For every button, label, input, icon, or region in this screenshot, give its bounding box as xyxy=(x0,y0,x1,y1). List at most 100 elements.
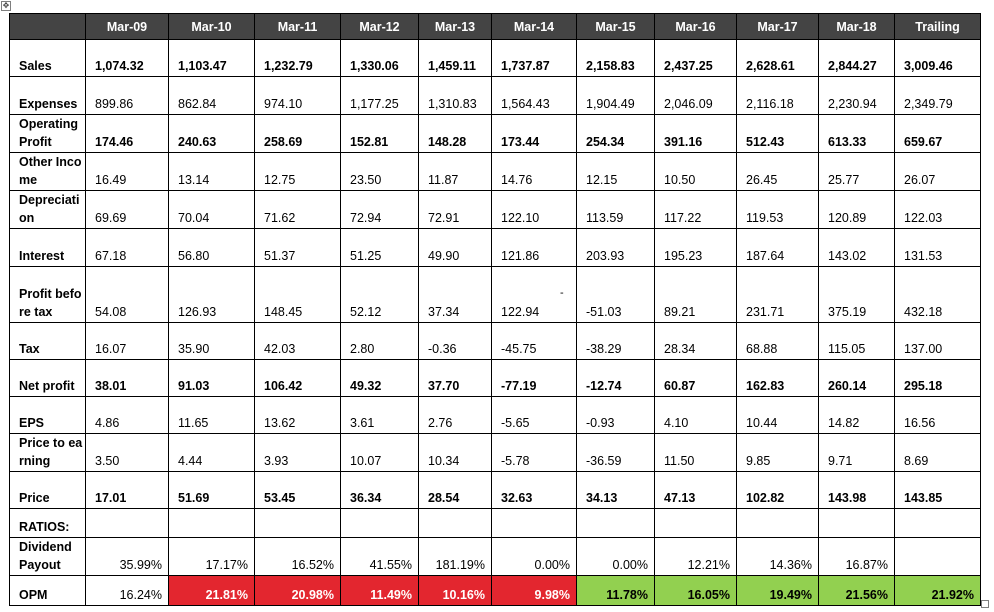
table-cell[interactable]: 68.88 xyxy=(736,322,819,360)
table-cell[interactable]: 174.46 xyxy=(85,114,169,153)
table-cell[interactable]: 432.18 xyxy=(894,266,981,323)
table-cell[interactable]: 16.56 xyxy=(894,396,981,434)
table-cell[interactable]: 1,310.83 xyxy=(418,76,492,115)
table-cell[interactable]: 121.86 xyxy=(491,228,577,267)
row-label[interactable]: Expenses xyxy=(9,76,86,115)
table-cell[interactable]: 49.32 xyxy=(340,359,419,397)
table-cell[interactable]: 2,046.09 xyxy=(654,76,737,115)
table-cell[interactable]: 16.07 xyxy=(85,322,169,360)
table-cell[interactable]: 89.21 xyxy=(654,266,737,323)
table-cell[interactable]: 60.87 xyxy=(654,359,737,397)
table-cell[interactable]: 28.34 xyxy=(654,322,737,360)
table-cell[interactable]: -12.74 xyxy=(576,359,655,397)
table-cell[interactable] xyxy=(576,508,655,538)
table-cell[interactable]: 38.01 xyxy=(85,359,169,397)
table-cell[interactable]: 106.42 xyxy=(254,359,341,397)
row-label[interactable]: Other Income xyxy=(9,152,86,191)
table-cell[interactable]: 37.70 xyxy=(418,359,492,397)
row-label[interactable]: Profit before tax xyxy=(9,266,86,323)
table-cell[interactable]: 10.34 xyxy=(418,433,492,472)
table-cell[interactable]: 2,844.27 xyxy=(818,39,895,77)
table-cell[interactable]: 17.17% xyxy=(168,537,255,576)
table-move-handle[interactable]: ✥ xyxy=(1,1,11,11)
table-cell[interactable]: 131.53 xyxy=(894,228,981,267)
table-cell[interactable]: 12.15 xyxy=(576,152,655,191)
table-cell[interactable]: 148.45 xyxy=(254,266,341,323)
table-cell[interactable]: 1,103.47 xyxy=(168,39,255,77)
table-cell[interactable]: 51.25 xyxy=(340,228,419,267)
table-cell[interactable]: 260.14 xyxy=(818,359,895,397)
table-cell[interactable]: -77.19 xyxy=(491,359,577,397)
table-cell[interactable]: 2.80 xyxy=(340,322,419,360)
col-header[interactable]: Mar-14 xyxy=(491,13,577,40)
table-cell[interactable]: 10.50 xyxy=(654,152,737,191)
table-cell[interactable]: 54.08 xyxy=(85,266,169,323)
col-header[interactable]: Mar-12 xyxy=(340,13,419,40)
table-cell[interactable] xyxy=(254,508,341,538)
table-cell[interactable]: 21.92% xyxy=(894,575,981,606)
table-cell[interactable]: 4.10 xyxy=(654,396,737,434)
table-cell[interactable]: 4.86 xyxy=(85,396,169,434)
table-cell[interactable]: 51.37 xyxy=(254,228,341,267)
table-cell[interactable]: -45.75 xyxy=(491,322,577,360)
table-cell[interactable] xyxy=(418,508,492,538)
table-cell[interactable]: 258.69 xyxy=(254,114,341,153)
table-cell[interactable]: 11.87 xyxy=(418,152,492,191)
table-cell[interactable] xyxy=(491,508,577,538)
row-label[interactable]: Sales xyxy=(9,39,86,77)
table-cell[interactable]: 52.12 xyxy=(340,266,419,323)
table-cell[interactable]: 3.61 xyxy=(340,396,419,434)
table-cell[interactable]: 1,232.79 xyxy=(254,39,341,77)
table-cell[interactable] xyxy=(340,508,419,538)
table-cell[interactable]: 122.10 xyxy=(491,190,577,229)
table-cell[interactable]: 512.43 xyxy=(736,114,819,153)
row-label[interactable]: RATIOS: xyxy=(9,508,86,538)
table-cell[interactable]: 51.69 xyxy=(168,471,255,509)
table-cell[interactable]: 32.63 xyxy=(491,471,577,509)
table-cell[interactable]: 231.71 xyxy=(736,266,819,323)
table-cell[interactable]: 187.64 xyxy=(736,228,819,267)
table-cell[interactable]: 181.19% xyxy=(418,537,492,576)
table-cell[interactable]: 9.71 xyxy=(818,433,895,472)
table-cell[interactable]: 1,737.87 xyxy=(491,39,577,77)
table-cell[interactable]: 1,330.06 xyxy=(340,39,419,77)
col-header[interactable]: Mar-13 xyxy=(418,13,492,40)
table-cell[interactable]: 19.49% xyxy=(736,575,819,606)
table-cell[interactable]: 8.69 xyxy=(894,433,981,472)
table-cell[interactable] xyxy=(168,508,255,538)
table-cell[interactable]: 152.81 xyxy=(340,114,419,153)
table-cell[interactable]: 72.91 xyxy=(418,190,492,229)
table-cell[interactable]: 21.56% xyxy=(818,575,895,606)
table-cell[interactable]: 49.90 xyxy=(418,228,492,267)
table-cell[interactable] xyxy=(736,508,819,538)
table-cell[interactable]: 23.50 xyxy=(340,152,419,191)
table-cell[interactable]: 122.94 xyxy=(491,266,577,323)
table-cell[interactable]: -0.93 xyxy=(576,396,655,434)
table-cell[interactable]: 862.84 xyxy=(168,76,255,115)
col-header[interactable]: Trailing xyxy=(894,13,981,40)
table-cell[interactable]: 2.76 xyxy=(418,396,492,434)
table-cell[interactable]: 36.34 xyxy=(340,471,419,509)
table-cell[interactable]: 1,904.49 xyxy=(576,76,655,115)
table-cell[interactable]: 899.86 xyxy=(85,76,169,115)
row-label[interactable]: Interest xyxy=(9,228,86,267)
table-cell[interactable]: 254.34 xyxy=(576,114,655,153)
table-cell[interactable]: 10.16% xyxy=(418,575,492,606)
table-cell[interactable]: 70.04 xyxy=(168,190,255,229)
table-cell[interactable]: 122.03 xyxy=(894,190,981,229)
table-cell[interactable]: 119.53 xyxy=(736,190,819,229)
table-cell[interactable]: 0.00% xyxy=(576,537,655,576)
table-cell[interactable]: 3.93 xyxy=(254,433,341,472)
table-cell[interactable]: 25.77 xyxy=(818,152,895,191)
table-cell[interactable]: 16.52% xyxy=(254,537,341,576)
table-cell[interactable]: 203.93 xyxy=(576,228,655,267)
table-cell[interactable]: 11.50 xyxy=(654,433,737,472)
table-cell[interactable]: 14.82 xyxy=(818,396,895,434)
table-cell[interactable]: 102.82 xyxy=(736,471,819,509)
table-cell[interactable]: -0.36 xyxy=(418,322,492,360)
table-cell[interactable]: 35.99% xyxy=(85,537,169,576)
table-cell[interactable]: 71.62 xyxy=(254,190,341,229)
table-cell[interactable]: 12.21% xyxy=(654,537,737,576)
table-cell[interactable]: 0.00% xyxy=(491,537,577,576)
table-cell[interactable]: 14.36% xyxy=(736,537,819,576)
